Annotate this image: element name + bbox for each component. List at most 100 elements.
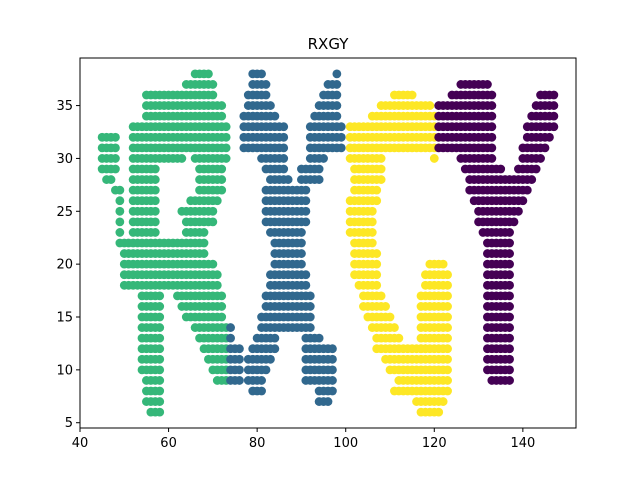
point-Y-162 bbox=[505, 249, 514, 258]
point-Y-204 bbox=[505, 323, 514, 332]
point-R-84 bbox=[150, 175, 160, 184]
point-R-96 bbox=[150, 196, 160, 206]
point-X-149 bbox=[301, 270, 311, 280]
point-R-197 bbox=[155, 386, 165, 396]
chart-title: RXGY bbox=[308, 35, 350, 53]
point-X-287 bbox=[332, 69, 342, 79]
point-X-321 bbox=[336, 132, 346, 142]
point-Y-198 bbox=[505, 312, 514, 322]
point-X-252 bbox=[257, 386, 266, 396]
point-X-45 bbox=[279, 132, 289, 142]
point-G-95 bbox=[372, 196, 382, 206]
point-X-81 bbox=[301, 185, 311, 195]
point-X-222 bbox=[328, 344, 337, 354]
point-Y-192 bbox=[505, 302, 514, 311]
point-G-146 bbox=[376, 291, 386, 301]
point-Y-286 bbox=[522, 185, 532, 195]
point-Y-186 bbox=[505, 291, 514, 301]
point-G-124 bbox=[372, 249, 382, 258]
point-R-220 bbox=[208, 90, 218, 100]
point-X-17 bbox=[266, 101, 275, 110]
point-G-292 bbox=[443, 323, 452, 332]
point-G-118 bbox=[367, 238, 377, 248]
point-G-136 bbox=[372, 270, 382, 280]
point-R-20 bbox=[115, 196, 125, 206]
x-tick-label: 80 bbox=[249, 436, 266, 451]
point-R-474 bbox=[208, 217, 218, 227]
x-tick-label: 120 bbox=[422, 436, 447, 451]
point-X-294 bbox=[332, 90, 342, 100]
point-G-170 bbox=[394, 333, 404, 343]
series-X bbox=[226, 69, 346, 406]
point-Y-248 bbox=[549, 111, 559, 121]
y-tick-label: 5 bbox=[65, 416, 73, 431]
point-R-348 bbox=[199, 228, 209, 237]
plot-frame bbox=[79, 57, 577, 429]
point-R-174 bbox=[155, 333, 165, 343]
point-X-169 bbox=[305, 291, 315, 301]
point-Y-68 bbox=[487, 132, 497, 142]
point-G-338 bbox=[407, 90, 417, 100]
point-Y-261 bbox=[545, 132, 554, 142]
point-R-15 bbox=[111, 164, 120, 174]
point-X-275 bbox=[305, 333, 315, 343]
point-R-114 bbox=[150, 228, 160, 237]
x-tick-label: 100 bbox=[333, 436, 358, 451]
point-X-101 bbox=[301, 206, 311, 216]
point-X-11 bbox=[261, 90, 271, 100]
point-X-270 bbox=[235, 365, 244, 375]
point-X-241 bbox=[328, 365, 337, 375]
point-X-192 bbox=[305, 312, 315, 322]
y-tick-label: 30 bbox=[56, 152, 73, 167]
point-G-285 bbox=[443, 312, 452, 322]
point-Y-210 bbox=[505, 333, 514, 343]
point-R-426 bbox=[217, 312, 227, 322]
point-X-333 bbox=[319, 154, 328, 163]
y-axis: 5 10 15 20 25 30 35 bbox=[56, 99, 80, 431]
point-R-364 bbox=[199, 249, 209, 258]
point-R-407 bbox=[217, 291, 227, 301]
point-G-236 bbox=[443, 386, 452, 396]
point-Y-233 bbox=[505, 376, 514, 385]
point-X-260 bbox=[226, 323, 235, 332]
point-R-467 bbox=[208, 206, 218, 216]
point-X-245 bbox=[257, 376, 266, 385]
point-R-306 bbox=[177, 154, 187, 163]
point-G-75 bbox=[376, 164, 386, 174]
point-X-329 bbox=[336, 143, 346, 153]
point-G-113 bbox=[367, 228, 377, 237]
point-X-273 bbox=[235, 376, 244, 385]
point-Y-16 bbox=[487, 90, 497, 100]
point-R-184 bbox=[155, 354, 165, 364]
point-G-68 bbox=[429, 154, 439, 163]
point-X-313 bbox=[336, 122, 346, 132]
point-Y-89 bbox=[487, 154, 497, 163]
point-Y-216 bbox=[505, 344, 514, 354]
point-R-78 bbox=[150, 164, 160, 174]
point-X-237 bbox=[261, 365, 271, 375]
x-tick-label: 140 bbox=[510, 436, 535, 451]
point-R-286 bbox=[221, 132, 231, 142]
point-X-61 bbox=[279, 154, 289, 163]
point-Y-42 bbox=[487, 111, 497, 121]
point-G-130 bbox=[372, 259, 382, 269]
point-Y-55 bbox=[487, 122, 497, 132]
point-X-71 bbox=[283, 175, 293, 184]
point-Y-180 bbox=[505, 280, 514, 290]
point-Y-292 bbox=[509, 217, 519, 227]
point-R-326 bbox=[217, 175, 227, 184]
point-X-2 bbox=[257, 69, 266, 79]
point-Y-81 bbox=[487, 143, 497, 153]
point-G-223 bbox=[443, 376, 452, 385]
y-tick-label: 15 bbox=[56, 311, 73, 326]
point-Y-228 bbox=[505, 365, 514, 375]
point-R-90 bbox=[150, 185, 160, 195]
point-G-258 bbox=[443, 270, 452, 280]
point-Y-267 bbox=[540, 143, 550, 153]
point-R-314 bbox=[221, 154, 231, 163]
point-X-249 bbox=[328, 376, 337, 385]
point-R-23 bbox=[115, 228, 125, 237]
point-Y-150 bbox=[505, 228, 514, 237]
point-Y-6 bbox=[483, 80, 492, 89]
point-R-396 bbox=[212, 280, 222, 290]
